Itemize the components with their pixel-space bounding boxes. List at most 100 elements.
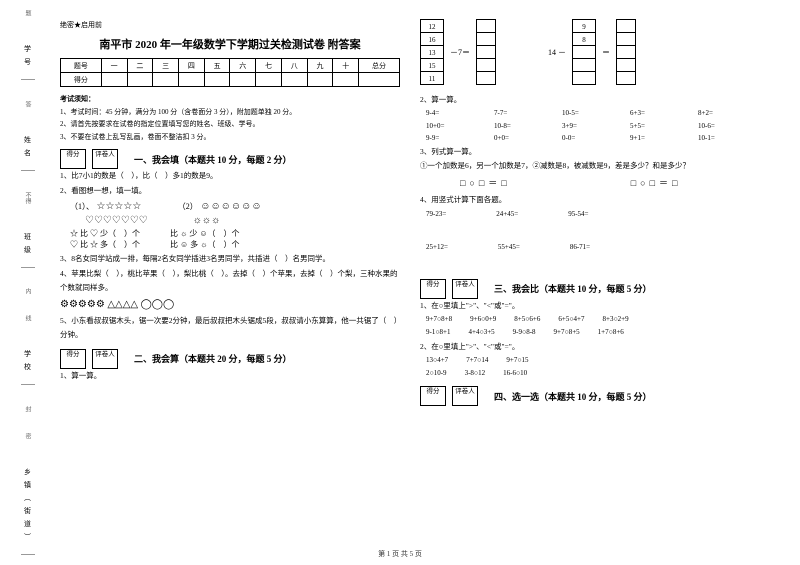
calc-item: 0-0= — [562, 132, 612, 145]
operator: －7＝ — [450, 47, 470, 58]
calc-item: 9-4= — [426, 107, 476, 120]
field-school: 学校 — [21, 342, 35, 385]
section-3-title: 三、我会比（本题共 10 分，每题 5 分） — [494, 282, 652, 295]
operator: ＝ — [602, 47, 610, 58]
calc-item: 10-5= — [562, 107, 612, 120]
cell: 十 — [333, 59, 359, 73]
label: （1）、 — [70, 202, 94, 211]
cell: 四 — [178, 59, 204, 73]
score-box: 得分 — [420, 386, 446, 406]
answer-column — [616, 20, 636, 85]
calc-item: 25+12= — [426, 243, 448, 251]
q2-3: 3、列式算一算。 — [420, 145, 760, 159]
cmp-item: 9+6○0+9 — [470, 313, 496, 326]
calc-grid: 9-4= 7-7= 10-5= 6+3= 8+2= 10+0= 10-8= 3+… — [426, 107, 760, 145]
calc-item: 10-8= — [494, 120, 544, 133]
section-header-1: 得分 评卷人 一、我会填（本题共 10 分，每题 2 分） — [60, 149, 400, 169]
calc-item: 9+1= — [630, 132, 680, 145]
grader-box: 评卷人 — [452, 386, 478, 406]
instruction-line: 1、考试时间：45 分钟，满分为 100 分（含卷面分 3 分），附加题单独 2… — [60, 108, 296, 116]
cmp-item: 13○4+7 — [426, 354, 448, 367]
calc-item: 7-7= — [494, 107, 544, 120]
calc-item: 55+45= — [498, 243, 520, 251]
table-row: 题号 一 二 三 四 五 六 七 八 九 十 总分 — [61, 59, 400, 73]
field-name: 姓名 — [21, 128, 35, 171]
instruction-line: 2、请首先按要求在试卷的指定位置填写您的姓名、班级、学号。 — [60, 120, 260, 128]
grader-box: 评卷人 — [92, 149, 118, 169]
instructions: 考试须知： 1、考试时间：45 分钟，满分为 100 分（含卷面分 3 分），附… — [60, 93, 400, 143]
cell: 九 — [307, 59, 333, 73]
cmp-item: 16-6○10 — [503, 367, 527, 380]
cmp-item: 9-9○8-8 — [513, 326, 536, 339]
cmp-item: 9-1○8+1 — [426, 326, 451, 339]
cell: 八 — [281, 59, 307, 73]
cmp-item: 9+7○15 — [506, 354, 528, 367]
cell: 二 — [127, 59, 153, 73]
compare-line: ☆ 比 ♡ 少（ ）个 — [70, 228, 140, 239]
cell: 15 — [420, 58, 444, 72]
q1-1: 1、比7小1的数是（ ），比（ ）多1的数是9。 — [60, 169, 400, 183]
number-column: 9 8 — [572, 20, 596, 85]
score-table: 题号 一 二 三 四 五 六 七 八 九 十 总分 得分 — [60, 58, 400, 87]
q2-4: 4、用竖式计算下面各题。 — [420, 193, 760, 207]
cell: 得分 — [61, 73, 102, 87]
cell: 一 — [101, 59, 127, 73]
compare-line: ♡ 比 ☆ 多（ ）个 — [70, 239, 140, 250]
calc-item: 24+45= — [496, 210, 518, 218]
cmp-item: 7+7○14 — [466, 354, 488, 367]
cmp-item: 8+5○6+6 — [514, 313, 540, 326]
cell: 16 — [420, 32, 444, 46]
binding-sidebar: 题 学号 答 姓名 不得 班级 内 线 学校 封 密 乡镇（街道） — [0, 0, 55, 565]
vertical-calc-row: 79-23= 24+45= 95-54= — [426, 210, 760, 218]
dash-label: 内 — [23, 288, 32, 294]
instruction-line: 3、不要在试卷上乱写乱画，卷面不整洁扣 3 分。 — [60, 133, 211, 141]
section-header-3: 得分 评卷人 三、我会比（本题共 10 分，每题 5 分） — [420, 279, 760, 299]
cmp-item: 3-8○12 — [465, 367, 486, 380]
field-student-id: 学号 — [21, 37, 35, 80]
cell: 六 — [230, 59, 256, 73]
cell: 总分 — [359, 59, 400, 73]
q1-5: 5、小东看叔叔锯木头，锯一次要2分钟，最后叔叔把木头锯成5段，叔叔请小东算算，他… — [60, 314, 400, 343]
star-row: ☆☆☆☆☆ — [97, 201, 142, 212]
calc-item: 5+5= — [630, 120, 680, 133]
section-1-title: 一、我会填（本题共 10 分，每题 2 分） — [134, 153, 292, 166]
calc-item: 0+0= — [494, 132, 544, 145]
q3-2: 2、在○里填上">"、"<"或"="。 — [420, 340, 760, 354]
vertical-calc-row: 25+12= 55+45= 86-71= — [426, 243, 760, 251]
sun-row: ☼☼☼ — [193, 215, 221, 226]
compare-block: 13○4+7 7+7○14 9+7○15 2○10-9 3-8○12 16-6○… — [426, 354, 760, 381]
compare-line: 比 ☺ 多 ☼（ ）个 — [170, 239, 240, 250]
label: （2） — [178, 202, 198, 211]
cell: 五 — [204, 59, 230, 73]
compare-line: 比 ☼ 少 ☺（ ）个 — [170, 228, 240, 239]
q1-4: 4、苹果比梨（ ），桃比苹果（ ），梨比桃（ ）。去掉（ ）个苹果，去掉（ ）个… — [60, 267, 400, 296]
equation-row: 12 16 13 15 11 －7＝ 14 － 9 8 ＝ — [420, 20, 760, 85]
cell: 9 — [572, 19, 596, 33]
cmp-item: 9+7○8+8 — [426, 313, 452, 326]
cmp-item: 4+4○3+5 — [469, 326, 495, 339]
score-box: 得分 — [60, 349, 86, 369]
calc-item: 9-9= — [426, 132, 476, 145]
cell: 题号 — [61, 59, 102, 73]
calc-item: 3+9= — [562, 120, 612, 133]
calc-item: 6+3= — [630, 107, 680, 120]
q1-2: 2、看图想一想，填一填。 — [60, 184, 400, 198]
field-town: 乡镇（街道） — [21, 460, 35, 555]
dash-label: 密 — [23, 433, 32, 439]
instructions-title: 考试须知： — [60, 95, 95, 103]
shapes-block: （1）、 ☆☆☆☆☆ ♡♡♡♡♡♡♡ （2） ☺☺☺☺☺☺ ☼☼☼ ☆ 比 ♡ … — [70, 200, 400, 250]
section-header-4: 得分 评卷人 四、选一选（本题共 10 分，每题 5 分） — [420, 386, 760, 406]
number-column: 12 16 13 15 11 — [420, 20, 444, 85]
q2-3a: ①一个加数是6，另一个加数是7，②减数是8，被减数是9，差是多少？和是多少？ — [420, 159, 760, 173]
equation-template: □○□＝□ — [460, 176, 511, 189]
score-box: 得分 — [60, 149, 86, 169]
equation-template: □○□＝□ — [631, 176, 682, 189]
dash-label: 答 — [23, 101, 32, 107]
q2-1: 1、算一算。 — [60, 369, 400, 383]
calc-item: 86-71= — [570, 243, 590, 251]
cmp-item: 2○10-9 — [426, 367, 447, 380]
section-4-title: 四、选一选（本题共 10 分，每题 5 分） — [494, 390, 652, 403]
confidential-label: 绝密★启用前 — [60, 20, 400, 30]
fruit-shapes: ⚙⚙⚙⚙⚙ △△△△ ◯◯◯ — [60, 299, 400, 310]
section-header-2: 得分 评卷人 二、我会算（本题共 20 分，每题 5 分） — [60, 349, 400, 369]
